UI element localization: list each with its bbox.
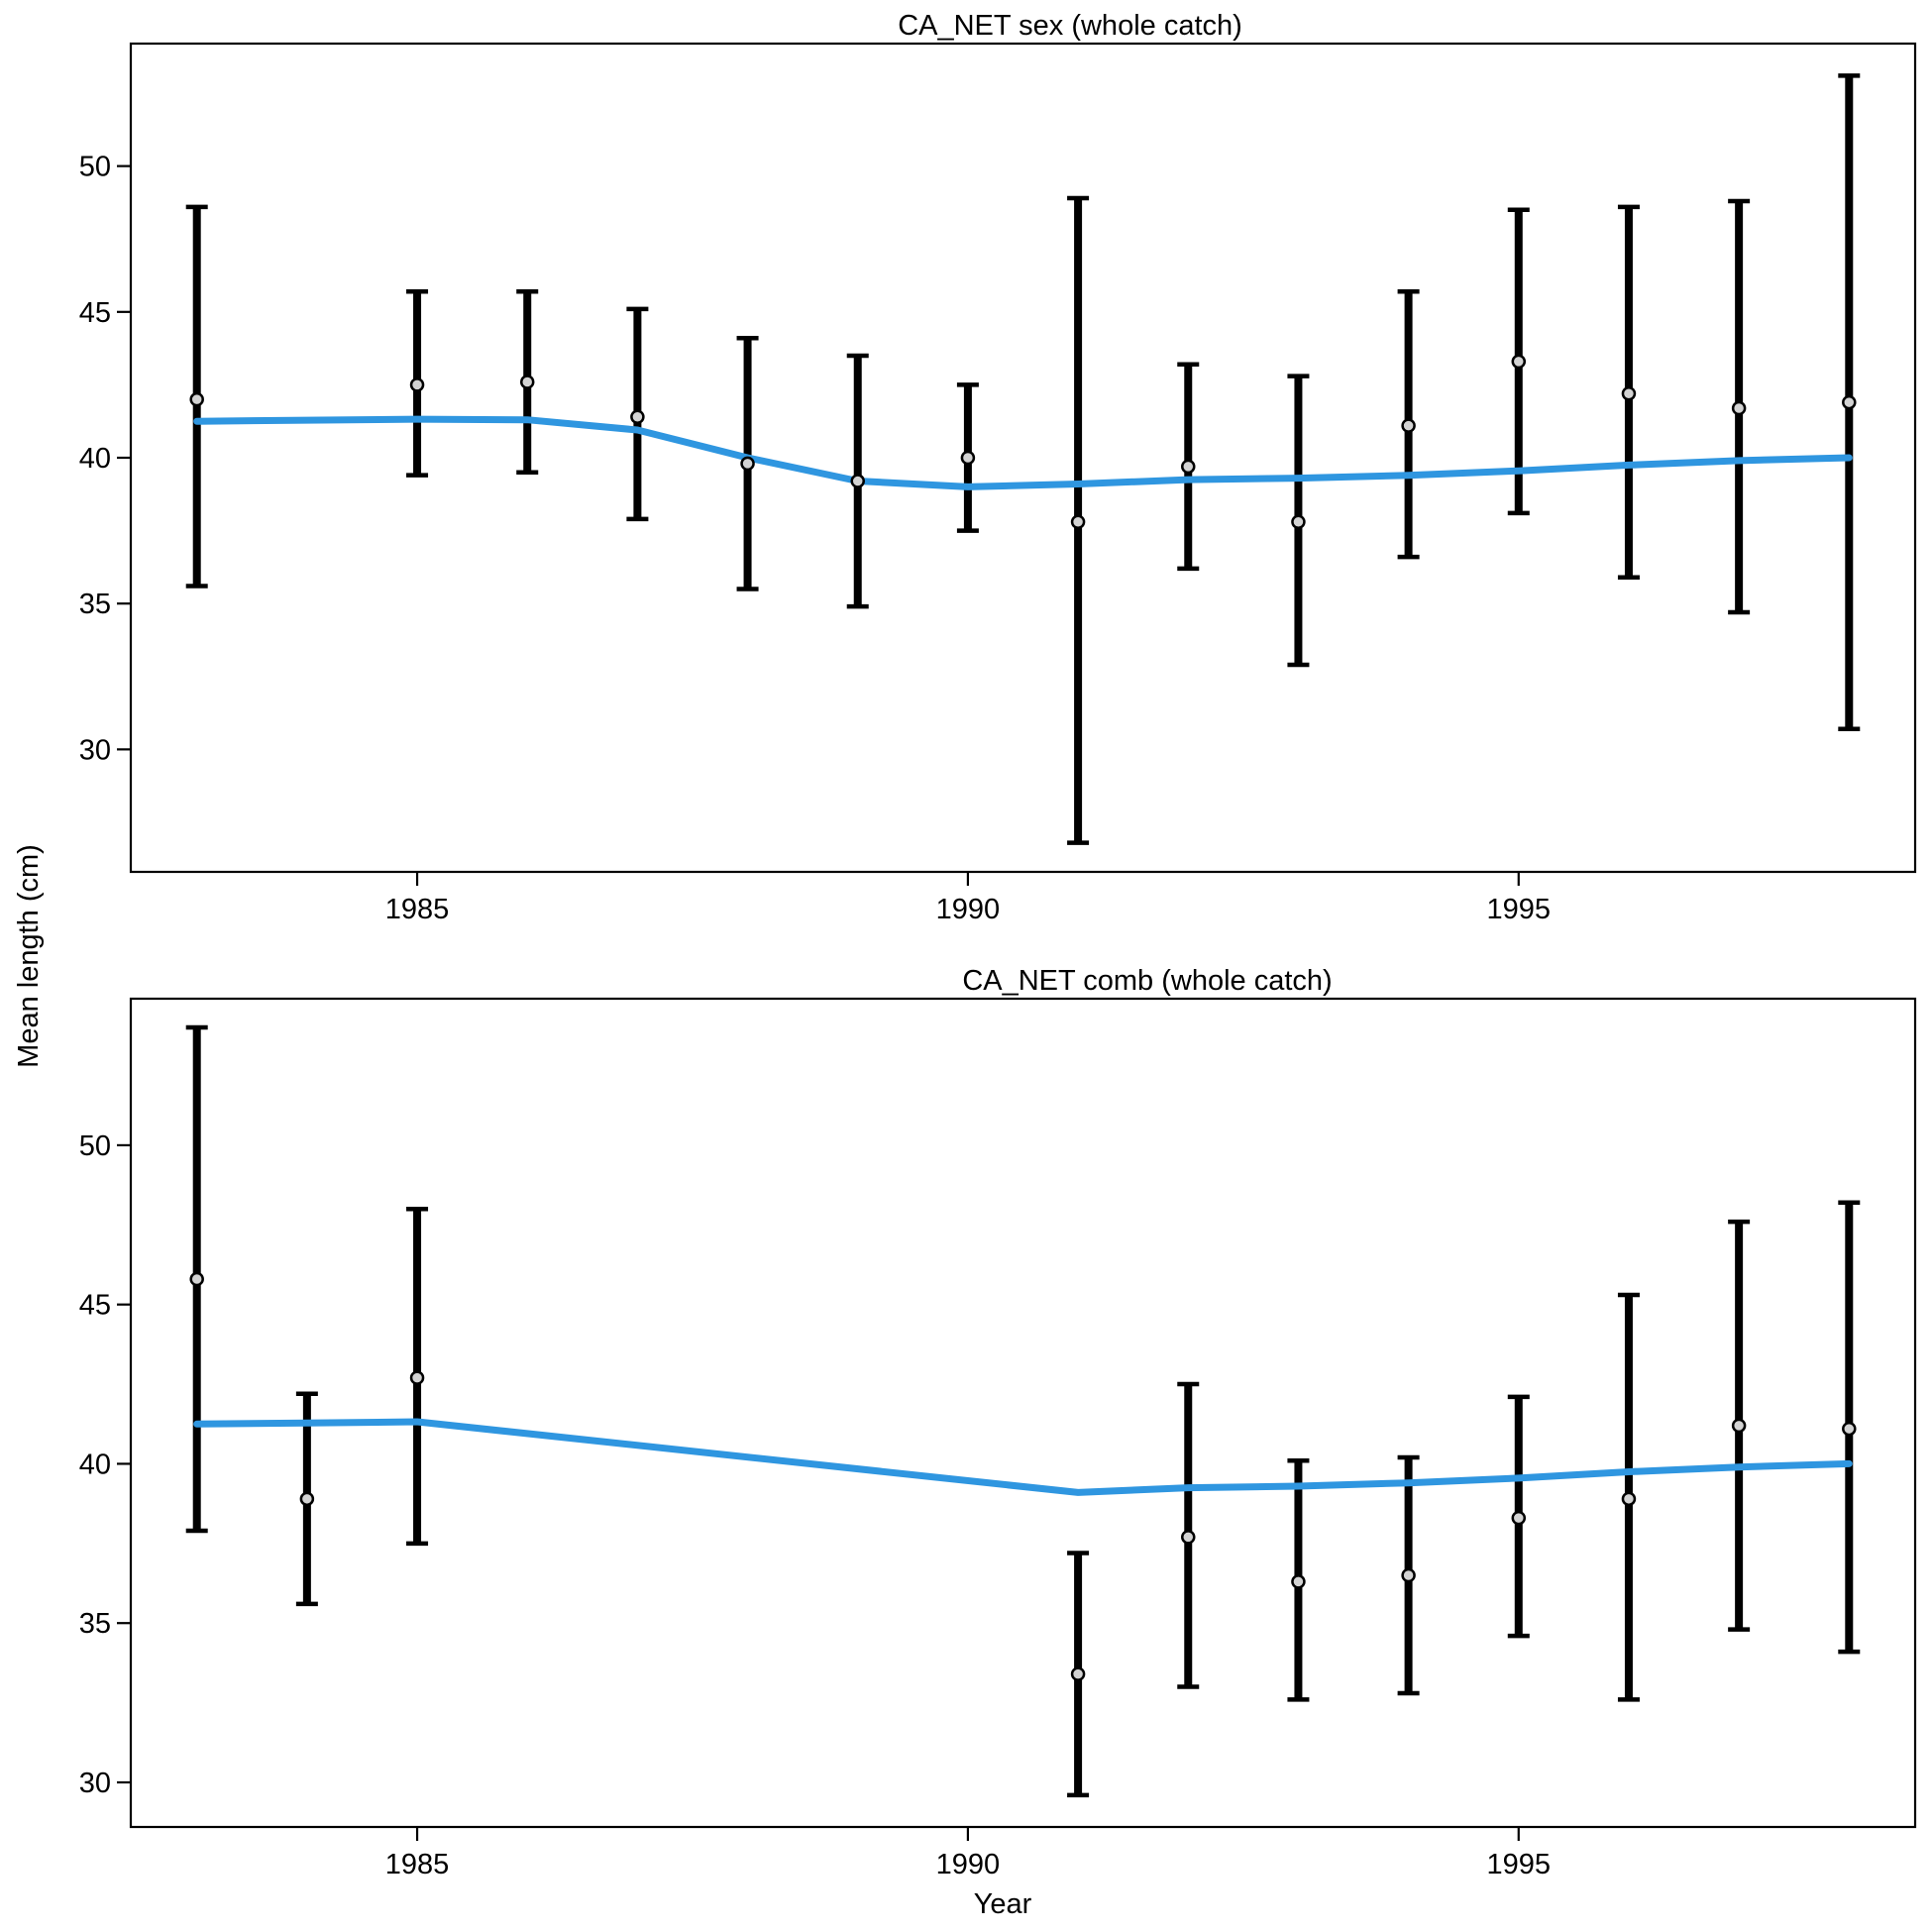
data-point: [1291, 514, 1306, 530]
data-points: [189, 354, 1857, 530]
x-tick-label: 1985: [385, 1849, 450, 1880]
error-bars: [185, 1024, 1861, 1798]
y-tick-label: 30: [79, 1768, 111, 1799]
fit-line: [193, 415, 1853, 490]
y-axis-label: Mean length (cm): [13, 844, 45, 1068]
fit-line: [193, 1418, 1853, 1496]
data-point: [1181, 1530, 1196, 1545]
data-point: [1621, 385, 1637, 401]
data-point: [740, 456, 755, 472]
x-tick-label: 1990: [936, 894, 1001, 925]
panel-top: CA_NET sex (whole catch) 30 35 40 45 50 1985…: [79, 10, 1917, 925]
x-axis-label: Year: [974, 1888, 1032, 1920]
panel-title: CA_NET sex (whole catch): [898, 10, 1242, 42]
data-point: [1401, 1567, 1416, 1583]
y-axis: 30 35 40 45 50: [79, 152, 131, 766]
x-tick-label: 1985: [385, 894, 450, 925]
x-tick-label: 1990: [936, 1849, 1001, 1880]
y-axis: 30 35 40 45 50: [79, 1130, 131, 1799]
data-point: [1842, 394, 1857, 410]
y-tick-label: 50: [79, 1130, 111, 1162]
data-point: [1731, 1418, 1747, 1434]
y-tick-label: 45: [79, 297, 111, 329]
plot-frame: [129, 997, 1917, 1829]
y-tick-label: 30: [79, 734, 111, 766]
data-points: [189, 1271, 1857, 1681]
data-point: [1842, 1421, 1857, 1437]
y-tick-label: 40: [79, 1449, 111, 1480]
data-point: [409, 1370, 425, 1385]
x-axis: 1985 1990 1995: [385, 872, 1551, 925]
panel-bottom: CA_NET comb (whole catch) 30 35 40 45 50 198…: [79, 965, 1917, 1880]
data-point: [1511, 354, 1527, 370]
data-point: [1401, 418, 1416, 433]
y-tick-label: 35: [79, 589, 111, 620]
x-tick-label: 1995: [1487, 1849, 1552, 1880]
data-point: [1070, 1666, 1086, 1681]
data-point: [189, 391, 204, 407]
data-point: [409, 377, 425, 392]
panel-title: CA_NET comb (whole catch): [962, 965, 1332, 997]
data-point: [519, 375, 535, 389]
data-point: [1070, 514, 1086, 530]
fit-line-layer: [193, 415, 1853, 490]
plot-frame: [129, 42, 1917, 874]
data-point: [960, 450, 976, 466]
data-point: [1621, 1491, 1637, 1507]
fit-line-layer: [193, 1418, 1853, 1496]
y-tick-label: 50: [79, 152, 111, 183]
x-tick-label: 1995: [1487, 894, 1552, 925]
y-tick-label: 45: [79, 1290, 111, 1322]
data-point: [630, 409, 645, 425]
y-tick-label: 35: [79, 1608, 111, 1640]
data-point: [1181, 459, 1196, 475]
data-point: [850, 474, 865, 488]
data-point: [1291, 1574, 1306, 1589]
data-point: [1731, 400, 1747, 416]
data-point: [189, 1271, 204, 1287]
data-point: [299, 1491, 315, 1507]
y-tick-label: 40: [79, 443, 111, 475]
data-point: [1511, 1510, 1527, 1526]
x-axis: 1985 1990 1995: [385, 1827, 1551, 1880]
error-bars: [185, 73, 1861, 845]
